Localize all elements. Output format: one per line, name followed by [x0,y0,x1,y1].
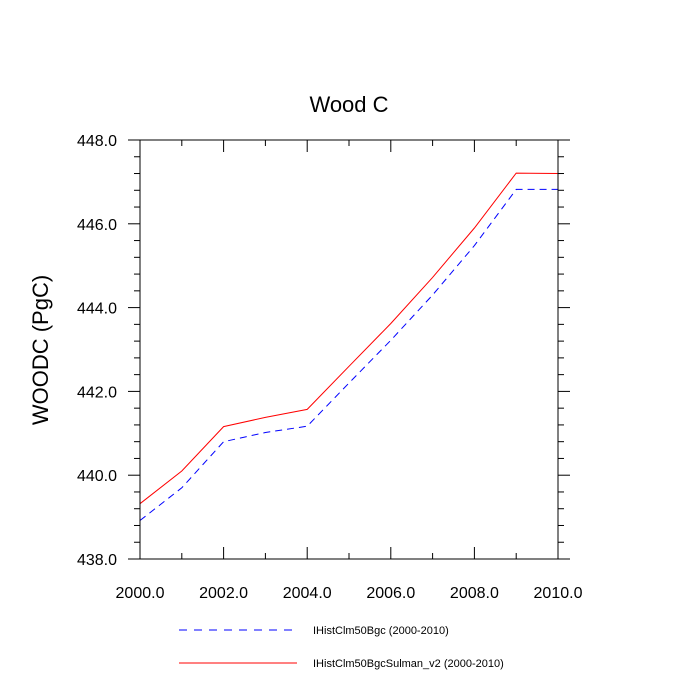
x-tick-label: 2006.0 [366,585,415,602]
y-tick-label: 448.0 [77,133,117,150]
x-tick-label: 2002.0 [199,585,248,602]
legend-label-1: IHistClm50BgcSulman_v2 (2000-2010) [313,658,504,670]
series-line-1 [139,172,559,505]
legend-label-0: IHistClm50Bgc (2000-2010) [313,625,449,637]
y-tick-label: 446.0 [77,217,117,234]
series-layer [139,172,559,521]
x-tick-label: 2004.0 [283,585,332,602]
ticks-layer: 2000.0 2002.0 2004.0 2006.0 2008.0 2010.0 438.… [77,133,583,602]
series-line-0 [139,188,558,521]
y-tick-label: 442.0 [77,384,117,401]
y-axis-label: WOODC (PgC) [28,275,53,425]
legend: IHistClm50Bgc (2000-2010) IHistClm50BgcSu… [179,625,504,670]
x-tick-label: 2008.0 [450,585,499,602]
plot-frame [139,139,559,560]
chart-title: Wood C [309,92,388,117]
x-tick-label: 2000.0 [116,585,165,602]
y-tick-label: 438.0 [77,552,117,569]
y-tick-label: 440.0 [77,468,117,485]
x-tick-label: 2010.0 [534,585,583,602]
y-tick-label: 444.0 [77,301,117,318]
